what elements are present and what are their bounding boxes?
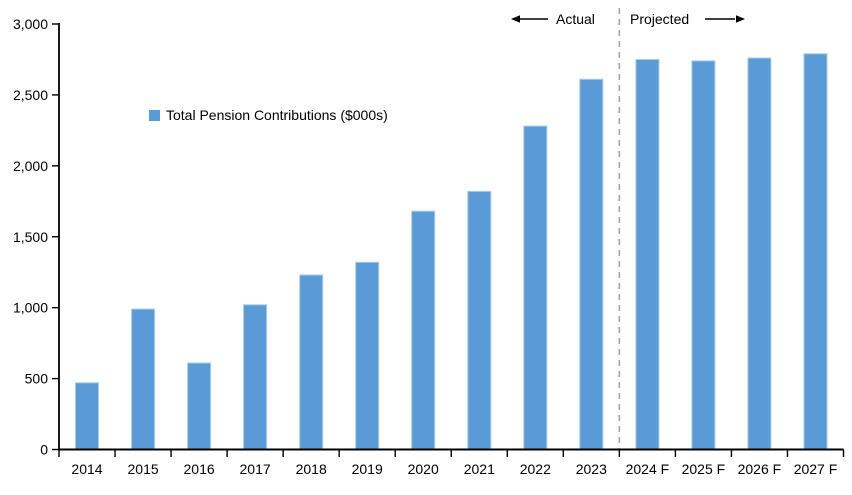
bar-2022 [523,125,548,450]
chart-legend: Total Pension Contributions ($000s) [149,107,388,123]
actual-label: Actual [556,11,595,27]
bar-2024 F [635,59,660,450]
bar-2020 [411,210,436,450]
x-axis-label-2017: 2017 [240,461,271,477]
x-axis-label-2027 F: 2027 F [794,461,838,477]
bar-2017 [243,304,268,450]
bar-2023 [579,78,604,451]
actual-annotation: Actual [511,11,595,27]
bar-2027 F [803,53,828,451]
y-tick-label-2,500: 2,500 [13,87,48,103]
legend-swatch-icon [149,109,160,121]
y-tick-label-0: 0 [40,442,48,458]
legend-label: Total Pension Contributions ($000s) [166,107,388,123]
bar-2015 [131,308,156,450]
x-axis-label-2026 F: 2026 F [738,461,782,477]
x-axis-label-2021: 2021 [464,461,495,477]
bar-2025 F [691,60,716,451]
y-tick-label-1,500: 1,500 [13,229,48,245]
x-axis-label-2020: 2020 [408,461,439,477]
bar-2019 [355,261,380,450]
y-tick-label-2,000: 2,000 [13,158,48,174]
left-arrow-icon [511,15,548,23]
x-axis-label-2023: 2023 [576,461,607,477]
x-axis-label-2018: 2018 [296,461,327,477]
right-arrow-icon [705,15,746,23]
x-axis-label-2022: 2022 [520,461,551,477]
bar-2018 [299,274,324,450]
projected-annotation: Projected [630,11,746,27]
x-axis-label-2024 F: 2024 F [626,461,670,477]
x-axis-label-2014: 2014 [71,461,102,477]
x-axis-label-2016: 2016 [184,461,215,477]
x-axis-label-2015: 2015 [128,461,159,477]
x-axis-label-2025 F: 2025 F [682,461,726,477]
bar-2021 [467,190,492,450]
y-tick-label-500: 500 [25,371,49,387]
projected-label: Projected [630,11,690,27]
x-axis-label-2019: 2019 [352,461,383,477]
bar-2016 [187,362,212,450]
y-tick-label-1,000: 1,000 [13,300,48,316]
bar-2014 [75,382,99,450]
bar-2026 F [747,57,772,450]
y-tick-label-3,000: 3,000 [13,16,48,32]
